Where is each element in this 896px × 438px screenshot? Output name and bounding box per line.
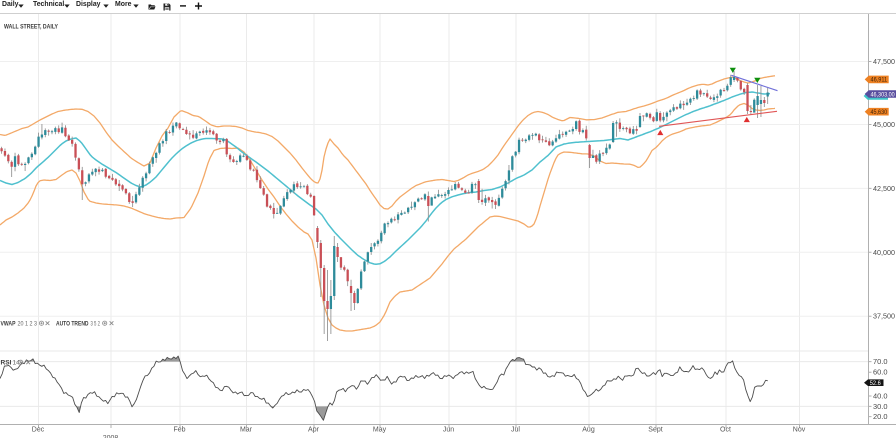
svg-text:Nov: Nov — [793, 427, 806, 434]
svg-text:47,500: 47,500 — [873, 59, 895, 66]
svg-text:20 1 2 3: 20 1 2 3 — [18, 321, 38, 328]
svg-text:30.0: 30.0 — [873, 404, 888, 411]
svg-text:46,911: 46,911 — [871, 77, 888, 84]
svg-text:Oct: Oct — [720, 427, 731, 434]
svg-text:Feb: Feb — [173, 427, 185, 434]
svg-text:52.6: 52.6 — [870, 380, 881, 387]
svg-text:45,000: 45,000 — [873, 122, 895, 129]
svg-text:Mar: Mar — [240, 427, 253, 434]
svg-text:45,630: 45,630 — [871, 109, 888, 116]
svg-text:Apr: Apr — [308, 427, 320, 434]
svg-text:May: May — [373, 427, 387, 434]
svg-text:60.0: 60.0 — [873, 370, 888, 377]
svg-text:37,500: 37,500 — [873, 314, 895, 321]
svg-text:2008: 2008 — [103, 435, 119, 438]
svg-text:RSI: RSI — [1, 360, 12, 367]
svg-text:AUTO TREND: AUTO TREND — [56, 321, 89, 328]
svg-text:Jul: Jul — [511, 427, 520, 434]
svg-text:46,303.00: 46,303.00 — [871, 91, 896, 98]
svg-text:Jun: Jun — [443, 427, 454, 434]
svg-text:14: 14 — [13, 360, 21, 367]
svg-text:WALL STREET, DAILY: WALL STREET, DAILY — [4, 24, 58, 31]
svg-text:20.0: 20.0 — [873, 414, 888, 421]
svg-text:70.0: 70.0 — [873, 359, 888, 366]
svg-text:Aug: Aug — [582, 427, 595, 434]
svg-text:40.0: 40.0 — [873, 394, 888, 401]
svg-text:Sept: Sept — [648, 427, 662, 434]
svg-text:40,000: 40,000 — [873, 250, 895, 257]
svg-text:42,500: 42,500 — [873, 186, 895, 193]
svg-text:3 5 2: 3 5 2 — [91, 321, 101, 328]
svg-text:VWAP: VWAP — [1, 321, 16, 328]
svg-text:Dec: Dec — [32, 427, 45, 434]
